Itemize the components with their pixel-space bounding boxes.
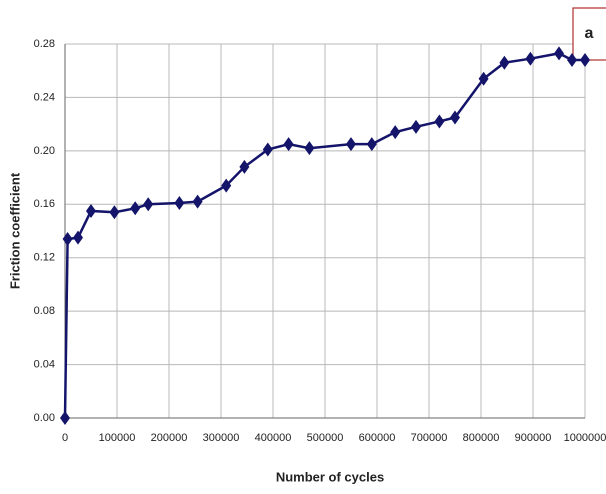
data-marker bbox=[283, 137, 294, 152]
data-marker bbox=[580, 53, 590, 68]
annotation-box bbox=[572, 7, 606, 61]
x-tick-label: 900000 bbox=[515, 432, 552, 444]
x-axis-title: Number of cycles bbox=[276, 469, 384, 484]
y-tick-label: 0.12 bbox=[34, 252, 55, 264]
x-tick-label: 700000 bbox=[411, 432, 448, 444]
data-marker bbox=[411, 119, 421, 134]
data-marker bbox=[86, 203, 96, 218]
x-tick-label: 600000 bbox=[359, 432, 396, 444]
data-marker bbox=[478, 71, 489, 86]
y-tick-label: 0.20 bbox=[34, 145, 55, 157]
data-marker bbox=[221, 178, 232, 193]
y-tick-label: 0.00 bbox=[34, 412, 55, 424]
data-marker bbox=[554, 46, 564, 61]
x-tick-label: 100000 bbox=[99, 432, 136, 444]
data-marker bbox=[567, 53, 577, 68]
data-marker bbox=[366, 137, 377, 152]
data-marker bbox=[239, 159, 250, 174]
data-marker bbox=[262, 142, 273, 157]
x-tick-label: 400000 bbox=[255, 432, 292, 444]
data-marker bbox=[192, 194, 203, 209]
x-tick-label: 800000 bbox=[463, 432, 500, 444]
data-marker bbox=[499, 55, 510, 70]
y-axis-title: Friction coefficient bbox=[7, 172, 22, 289]
data-marker bbox=[174, 195, 185, 210]
x-tick-label: 1000000 bbox=[564, 432, 606, 444]
y-tick-label: 0.28 bbox=[34, 38, 55, 50]
data-marker bbox=[143, 197, 154, 212]
data-marker bbox=[304, 141, 315, 156]
data-marker bbox=[62, 232, 73, 247]
data-marker bbox=[73, 230, 83, 245]
data-marker bbox=[525, 51, 536, 66]
x-tick-label: 200000 bbox=[151, 432, 188, 444]
y-tick-label: 0.24 bbox=[34, 91, 55, 103]
y-tick-label: 0.08 bbox=[34, 305, 55, 317]
data-marker bbox=[450, 110, 460, 125]
y-tick-label: 0.16 bbox=[34, 198, 55, 210]
data-marker bbox=[390, 125, 401, 140]
annotation: a bbox=[585, 25, 594, 42]
x-tick-label: 300000 bbox=[203, 432, 240, 444]
x-tick-label: 0 bbox=[62, 432, 68, 444]
data-marker bbox=[60, 411, 70, 425]
data-marker bbox=[346, 137, 356, 152]
data-marker bbox=[109, 205, 120, 220]
data-marker bbox=[434, 114, 445, 129]
x-tick-label: 500000 bbox=[307, 432, 344, 444]
data-marker bbox=[130, 201, 141, 216]
y-tick-label: 0.04 bbox=[34, 358, 55, 370]
